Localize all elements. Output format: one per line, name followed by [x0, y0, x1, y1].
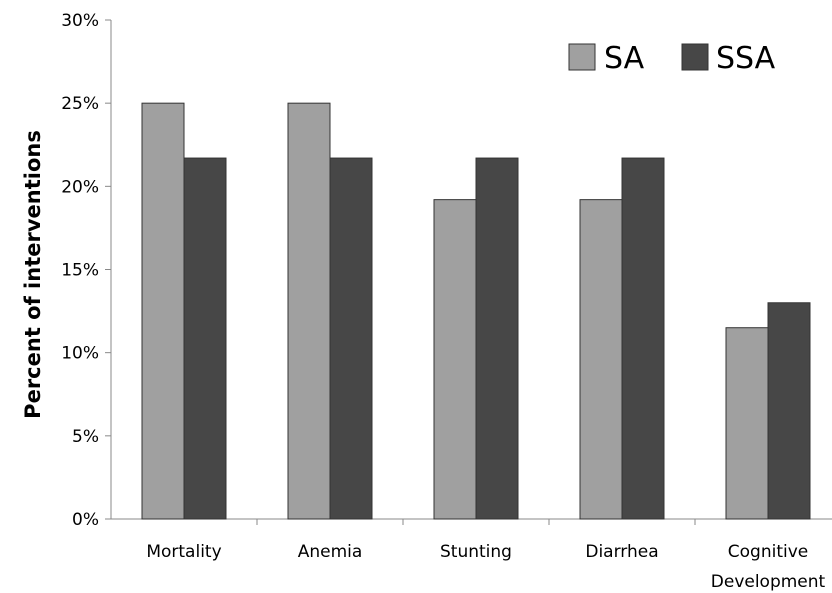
bar-ssa-mortality	[183, 157, 227, 520]
bar-ssa-anemia	[329, 157, 373, 520]
legend-label-sa: SA	[604, 41, 645, 76]
y-tick-label: 20%	[61, 177, 99, 197]
bar-ssa-cognitive-development	[767, 302, 811, 520]
x-category-label: Cognitive	[728, 542, 808, 562]
legend-swatch-sa	[568, 43, 596, 71]
legend: SA SSA	[568, 41, 776, 76]
bars	[141, 102, 811, 520]
bar-sa-diarrhea	[579, 199, 623, 520]
y-tick-label: 25%	[61, 94, 99, 114]
y-axis-title-group: Percent of interventions	[21, 130, 45, 419]
x-category-label: Development	[711, 572, 826, 592]
bar-sa-cognitive-development	[725, 327, 769, 520]
y-tick-label: 30%	[61, 11, 99, 31]
legend-swatch-ssa	[681, 43, 709, 71]
y-axis-ticks: 0% 5% 10% 15% 20% 25% 30%	[61, 11, 111, 530]
y-axis-title: Percent of interventions	[21, 130, 45, 419]
y-tick-label: 0%	[72, 510, 99, 530]
bar-sa-stunting	[433, 199, 477, 520]
y-tick-label: 10%	[61, 344, 99, 364]
bar-sa-mortality	[141, 102, 185, 520]
bar-ssa-stunting	[475, 157, 519, 520]
bar-ssa-diarrhea	[621, 157, 665, 520]
x-category-label: Anemia	[298, 542, 363, 562]
y-tick-label: 5%	[72, 427, 99, 447]
legend-label-ssa: SSA	[716, 41, 776, 76]
bar-sa-anemia	[287, 102, 331, 520]
y-tick-label: 15%	[61, 261, 99, 281]
x-category-label: Stunting	[440, 542, 512, 562]
x-category-label: Mortality	[146, 542, 221, 562]
x-axis-labels: Mortality Anemia Stunting Diarrhea Cognitive…	[146, 542, 825, 592]
x-category-label: Diarrhea	[585, 542, 658, 562]
